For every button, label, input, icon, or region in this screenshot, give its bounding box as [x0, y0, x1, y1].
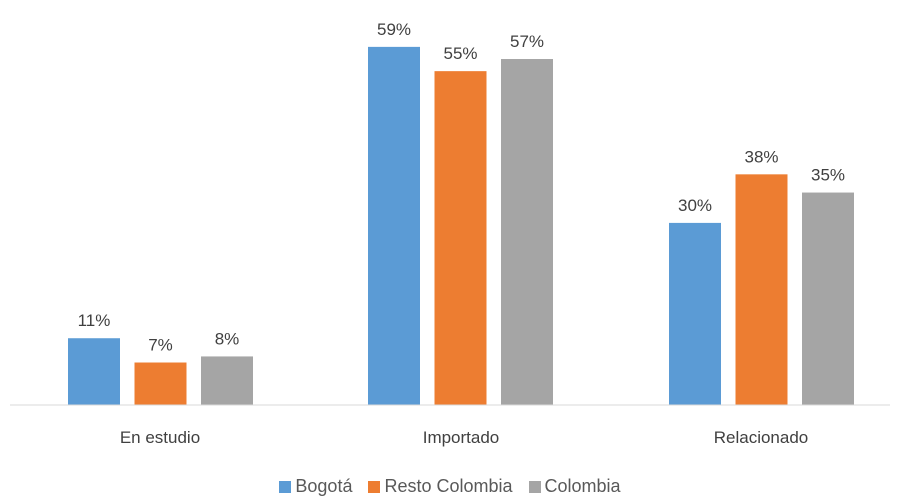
- category-labels-group: En estudio Importado Relacionado: [120, 428, 808, 447]
- legend-label-bogota: Bogotá: [295, 476, 353, 496]
- legend-item-bogota: Bogotá: [279, 476, 352, 497]
- bar-bogota-importado: [368, 46, 420, 406]
- value-label-bogota-en-estudio: 11%: [78, 311, 111, 330]
- value-label-resto-colombia-relacionado: 38%: [744, 147, 778, 166]
- value-label-colombia-relacionado: 35%: [811, 166, 845, 185]
- bar-resto-colombia-relacionado: [735, 174, 788, 405]
- legend-label-resto-colombia: Resto Colombia: [384, 476, 513, 496]
- bar-bogota-relacionado: [669, 222, 721, 405]
- category-label-relacionado: Relacionado: [714, 428, 809, 447]
- bar-bogota-en-estudio: [68, 338, 120, 405]
- category-label-en-estudio: En estudio: [120, 428, 200, 447]
- legend-swatch-colombia: [528, 480, 541, 493]
- value-label-resto-colombia-importado: 55%: [443, 44, 477, 63]
- legend-swatch-bogota: [279, 480, 292, 493]
- value-label-colombia-en-estudio: 8%: [215, 329, 240, 348]
- legend: Bogotá Resto Colombia Colombia: [0, 476, 900, 497]
- value-label-colombia-importado: 57%: [510, 32, 544, 51]
- bar-resto-colombia-en-estudio: [134, 362, 187, 405]
- legend-item-colombia: Colombia: [528, 476, 621, 497]
- value-label-resto-colombia-en-estudio: 7%: [148, 336, 173, 355]
- value-labels-group: 11% 7% 8% 59% 55% 57% 30% 38% 35%: [78, 20, 845, 355]
- value-label-bogota-importado: 59%: [377, 20, 411, 39]
- bars-group: [68, 46, 854, 406]
- category-label-importado: Importado: [423, 428, 500, 447]
- value-label-bogota-relacionado: 30%: [678, 196, 712, 215]
- legend-label-colombia: Colombia: [544, 476, 621, 496]
- bar-colombia-en-estudio: [201, 356, 253, 405]
- bar-resto-colombia-importado: [434, 71, 487, 406]
- bar-colombia-relacionado: [802, 192, 854, 405]
- legend-item-resto-colombia: Resto Colombia: [368, 476, 513, 497]
- bar-colombia-importado: [501, 59, 553, 405]
- legend-swatch-resto-colombia: [368, 480, 381, 493]
